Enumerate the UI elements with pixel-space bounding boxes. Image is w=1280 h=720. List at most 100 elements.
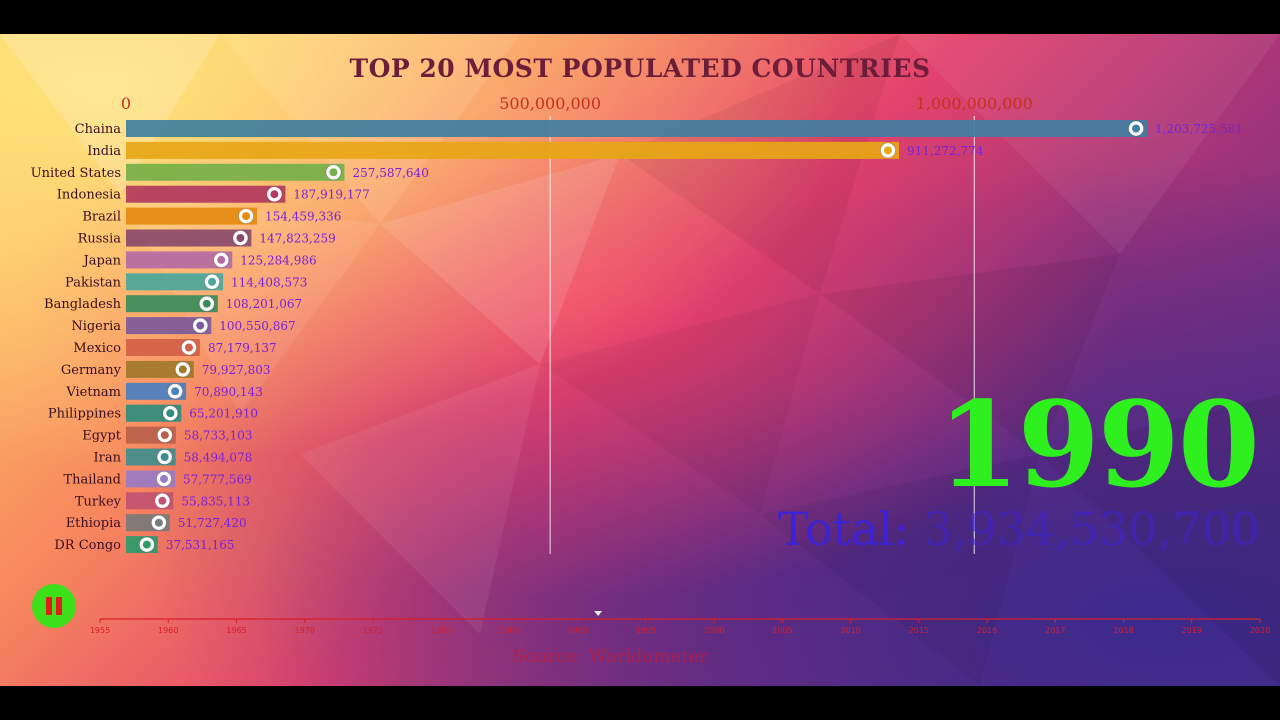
de-flag (174, 361, 191, 378)
total-population: Total: 3,934,530,700 (778, 502, 1260, 556)
category-label: Brazil (82, 210, 121, 225)
x-tick-label: 1,000,000,000 (916, 94, 1033, 113)
category-label: Russia (78, 232, 122, 247)
us-flag (325, 164, 342, 181)
timeline-year: 1965 (226, 626, 246, 635)
bar (126, 207, 258, 225)
category-label: DR Congo (54, 538, 121, 553)
category-label: United States (31, 166, 121, 181)
bar (126, 251, 233, 269)
timeline-year: 1960 (158, 626, 178, 635)
cd-flag (138, 536, 155, 553)
category-label: Japan (82, 253, 122, 268)
timeline-year: 1980 (431, 626, 451, 635)
pause-button[interactable] (32, 584, 76, 628)
value-label: 1,203,725,581 (1155, 122, 1243, 136)
total-label: Total: (777, 502, 909, 556)
timeline-year: 2015 (909, 626, 929, 635)
value-label: 65,201,910 (189, 407, 258, 421)
et-flag (150, 514, 167, 531)
category-label: Thailand (63, 472, 121, 487)
category-label: Turkey (75, 494, 122, 509)
eg-flag (156, 427, 173, 444)
bar (126, 295, 218, 313)
timeline-year: 2017 (1045, 626, 1065, 635)
category-label: Indonesia (57, 188, 122, 203)
category-label: Germany (61, 363, 122, 378)
mx-flag (180, 339, 197, 356)
background-pattern (0, 34, 1280, 686)
tr-flag (154, 492, 171, 509)
category-label: Philippines (48, 407, 121, 422)
timeline-year: 1985 (499, 626, 519, 635)
category-label: Nigeria (71, 319, 121, 334)
value-label: 108,201,067 (226, 297, 302, 311)
category-label: Egypt (82, 429, 121, 444)
value-label: 911,272,774 (907, 144, 984, 158)
timeline-year: 2018 (1113, 626, 1133, 635)
bar-chart: 0 500,000,000 1,000,000,000 Chaina 1,203,725… (31, 94, 1243, 554)
category-label: Chaina (75, 122, 122, 137)
value-label: 79,927,803 (202, 363, 271, 377)
timeline-year: 2000 (704, 626, 724, 635)
chart-title: TOP 20 MOST POPULATED COUNTRIES (349, 54, 931, 83)
bar (126, 317, 212, 335)
bar (126, 141, 899, 159)
bd-flag (198, 295, 215, 312)
bar (126, 339, 200, 356)
timeline-year: 2019 (1182, 626, 1202, 635)
ir-flag (156, 449, 173, 465)
category-label: Iran (94, 451, 122, 466)
jp-flag (213, 251, 230, 268)
timeline-year: 2016 (977, 626, 997, 635)
br-flag (238, 208, 255, 225)
timeline-year: 1990 (567, 626, 587, 635)
x-tick-label: 0 (121, 94, 131, 113)
cn-flag (1128, 120, 1145, 137)
th-flag (156, 470, 173, 487)
value-label: 57,777,569 (183, 472, 252, 486)
value-label: 51,727,420 (178, 516, 247, 530)
value-label: 55,835,113 (181, 494, 250, 508)
timeline-year: 1970 (295, 626, 315, 635)
value-label: 154,459,336 (265, 210, 341, 224)
id-flag (266, 186, 283, 203)
in-flag (879, 142, 896, 159)
timeline-year: 2005 (772, 626, 792, 635)
value-label: 37,531,165 (166, 538, 235, 552)
pause-icon (46, 597, 52, 615)
category-label: Mexico (73, 341, 121, 356)
ru-flag (232, 230, 249, 246)
bar (126, 163, 345, 181)
category-label: Ethiopia (66, 516, 122, 531)
year-timeline[interactable]: 1955 1960 1965 1970 1975 1980 1985 1990 1995 2000… (0, 34, 1280, 686)
bar (126, 120, 1148, 137)
ng-flag (192, 317, 209, 334)
timeline-marker[interactable] (594, 611, 603, 616)
timeline-year: 1975 (363, 626, 383, 635)
value-label: 70,890,143 (194, 385, 263, 399)
x-tick-label: 500,000,000 (499, 94, 601, 113)
timeline-year: 2020 (1250, 626, 1270, 635)
value-label: 58,494,078 (184, 451, 253, 465)
bar (126, 185, 286, 203)
source-credit: Source: Worldometer (512, 646, 708, 667)
value-label: 125,284,986 (240, 253, 316, 267)
value-label: 100,550,867 (219, 319, 295, 333)
total-value: 3,934,530,700 (923, 502, 1260, 556)
bar (126, 273, 224, 291)
value-label: 147,823,259 (259, 232, 335, 246)
value-label: 87,179,137 (208, 341, 277, 355)
timeline-year: 1995 (636, 626, 656, 635)
value-label: 187,919,177 (293, 188, 369, 202)
ph-flag (162, 405, 179, 422)
value-label: 58,733,103 (184, 429, 253, 443)
timeline-year: 1955 (90, 626, 110, 635)
current-year: 1990 (937, 375, 1260, 514)
category-label: Bangladesh (44, 297, 122, 312)
value-label: 114,408,573 (231, 275, 307, 289)
chart-stage: TOP 20 MOST POPULATED COUNTRIES 0 500,000… (0, 34, 1280, 686)
timeline-year: 2010 (840, 626, 860, 635)
vn-flag (167, 383, 184, 400)
category-label: Vietnam (65, 385, 121, 400)
